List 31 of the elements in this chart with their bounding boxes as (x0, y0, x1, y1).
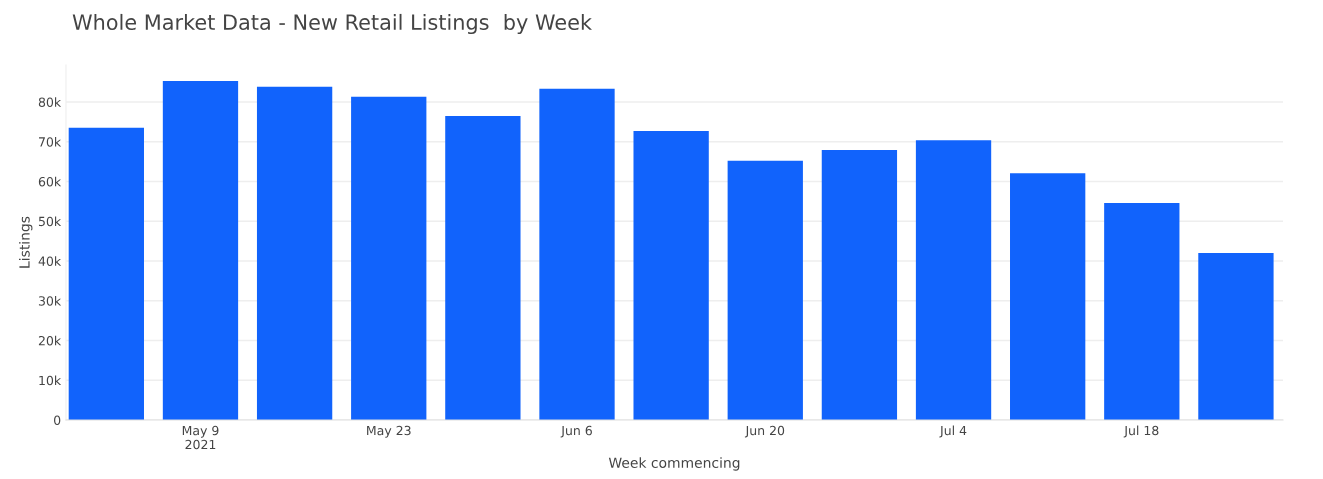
y-tick-label: 10k (39, 375, 62, 386)
bar (915, 140, 992, 420)
x-tick-label: Jun 6 (560, 425, 592, 438)
y-tick-label: 30k (38, 295, 62, 306)
x-tick-label: Jul 4 (939, 425, 967, 438)
bar (1104, 202, 1180, 420)
y-tick-label: 20k (38, 335, 62, 346)
bar (727, 160, 803, 420)
x-tick-label: Jun 20 (744, 425, 785, 438)
bar (351, 96, 427, 420)
y-tick-label: 80k (38, 97, 62, 107)
y-tick-label: 50k (38, 216, 62, 227)
x-axis-title: Week commencing (608, 457, 740, 471)
x-tick-label: May 23 (367, 425, 411, 438)
y-tick-label: 0 (54, 415, 61, 425)
bar (1198, 253, 1274, 420)
bar (256, 86, 333, 420)
bar (68, 127, 144, 420)
x-tick-label: May 9 2021 (182, 425, 219, 450)
y-tick-label: 40k (38, 256, 62, 266)
x-tick-label: Jul 18 (1123, 425, 1159, 438)
bar (821, 150, 898, 420)
bar (633, 130, 709, 420)
chart-title: Whole Market Data - New Retail Listings by Week (72, 13, 592, 35)
y-tick-label: 60k (38, 176, 62, 187)
y-axis-title: Listings (19, 216, 33, 268)
y-tick-label: 70k (39, 136, 62, 147)
bar (445, 115, 521, 420)
bar (539, 88, 615, 420)
bar (1010, 173, 1086, 420)
bar (162, 80, 239, 420)
